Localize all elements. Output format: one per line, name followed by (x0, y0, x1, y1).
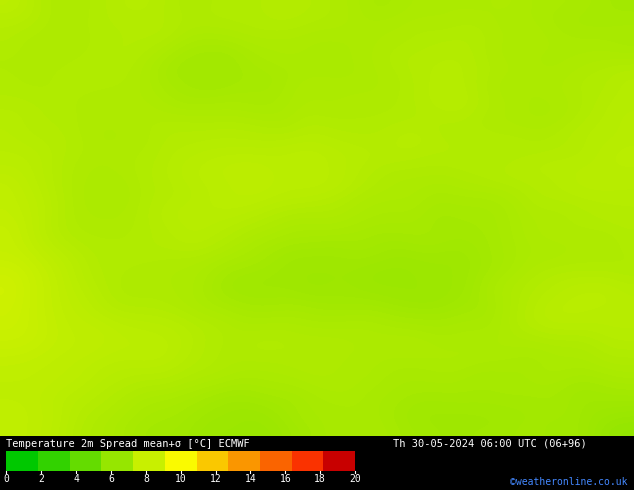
Text: 12: 12 (210, 474, 221, 484)
Text: 2: 2 (38, 474, 44, 484)
Bar (260, 451, 292, 471)
Text: 16: 16 (280, 474, 291, 484)
Bar (165, 451, 197, 471)
Bar (292, 451, 323, 471)
Text: 8: 8 (143, 474, 149, 484)
Text: 4: 4 (73, 474, 79, 484)
Text: 14: 14 (245, 474, 256, 484)
Text: 0: 0 (3, 474, 10, 484)
Bar (101, 451, 133, 471)
Text: 6: 6 (108, 474, 114, 484)
Text: 20: 20 (349, 474, 361, 484)
Bar (228, 451, 260, 471)
Bar (70, 451, 101, 471)
Bar (323, 451, 355, 471)
Text: 18: 18 (314, 474, 326, 484)
Bar (197, 451, 228, 471)
Text: 10: 10 (175, 474, 186, 484)
Text: Temperature 2m Spread mean+σ [°C] ECMWF: Temperature 2m Spread mean+σ [°C] ECMWF (6, 439, 250, 449)
Bar (6, 451, 38, 471)
Bar (133, 451, 165, 471)
Bar (38, 451, 70, 471)
Text: Th 30-05-2024 06:00 UTC (06+96): Th 30-05-2024 06:00 UTC (06+96) (393, 439, 587, 449)
Text: ©weatheronline.co.uk: ©weatheronline.co.uk (510, 477, 628, 487)
